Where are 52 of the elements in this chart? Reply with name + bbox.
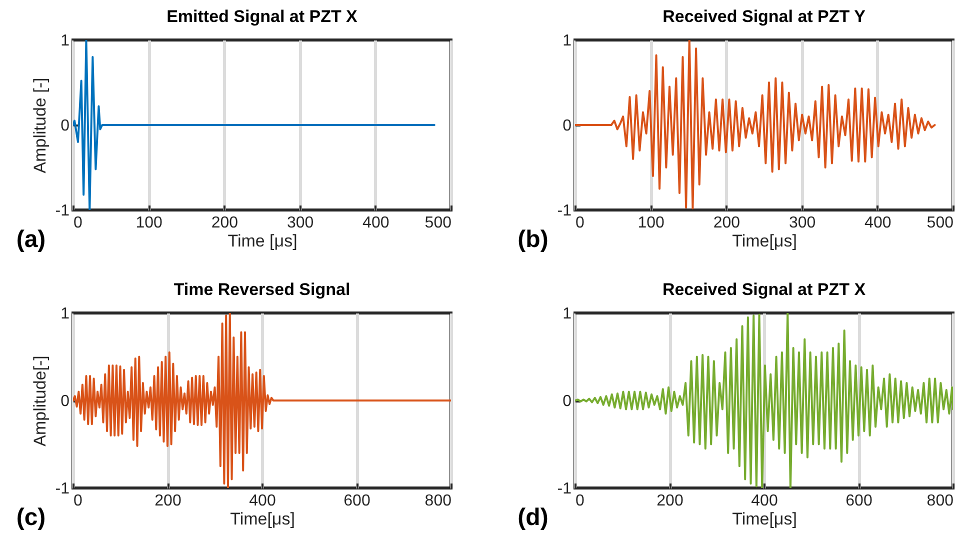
x-tick-label: 400 [864, 214, 892, 232]
chart-title: Received Signal at PZT Y [662, 7, 866, 26]
x-tick-label: 0 [74, 492, 82, 510]
x-tick-label: 800 [926, 492, 954, 510]
x-tick-label: 400 [249, 492, 276, 510]
y-tick-label: -1 [55, 480, 70, 498]
x-axis-title: Time[μs] [732, 510, 797, 528]
x-tick-label: 200 [656, 492, 684, 510]
x-tick-label: 500 [424, 214, 452, 232]
y-tick-label: -1 [557, 480, 572, 498]
chart-title: Received Signal at PZT X [662, 280, 866, 299]
x-tick-label: 100 [638, 214, 665, 232]
x-tick-label: 100 [136, 214, 163, 232]
y-axis-title: Amplitude [-] [30, 78, 50, 174]
chart-title: Time Reversed Signal [174, 280, 350, 299]
y-tick-label: -1 [55, 202, 70, 220]
x-tick-label: 800 [424, 492, 452, 510]
x-tick-label: 200 [211, 214, 238, 232]
y-tick-label: 1 [60, 306, 70, 322]
x-tick-label: 400 [751, 492, 778, 510]
x-tick-label: 300 [788, 214, 816, 232]
y-tick-label: 0 [60, 118, 70, 134]
x-tick-label: 0 [576, 214, 584, 232]
line-series [73, 313, 451, 488]
y-tick-label: 0 [562, 118, 572, 134]
y-tick-label: -1 [557, 202, 572, 220]
y-tick-label: 1 [60, 32, 70, 50]
x-tick-label: 200 [713, 214, 740, 232]
x-tick-label: 200 [154, 492, 182, 510]
x-tick-label: 0 [74, 214, 82, 232]
text: (d) [518, 504, 548, 531]
chart-title: Emitted Signal at PZT X [166, 7, 358, 26]
x-tick-label: 400 [362, 214, 390, 232]
x-axis-title: Time[μs] [732, 232, 797, 250]
x-axis-title: Time[μs] [230, 510, 295, 528]
line-series [73, 40, 436, 210]
x-tick-label: 0 [576, 492, 584, 510]
x-tick-label: 300 [286, 214, 314, 232]
y-tick-label: 0 [562, 393, 572, 410]
y-tick-label: 1 [562, 32, 572, 50]
line-series [575, 313, 953, 488]
x-tick-label: 500 [926, 214, 954, 232]
y-axis-title: Amplitude[-] [30, 356, 50, 446]
y-tick-label: 1 [562, 306, 572, 322]
x-tick-label: 600 [846, 492, 872, 510]
x-tick-label: 600 [344, 492, 370, 510]
x-axis-title: Time [μs] [228, 232, 298, 250]
y-tick-label: 0 [60, 393, 70, 410]
text: (c) [16, 504, 46, 531]
text: (b) [518, 226, 548, 253]
text: (a) [16, 226, 46, 253]
line-series [575, 40, 936, 210]
